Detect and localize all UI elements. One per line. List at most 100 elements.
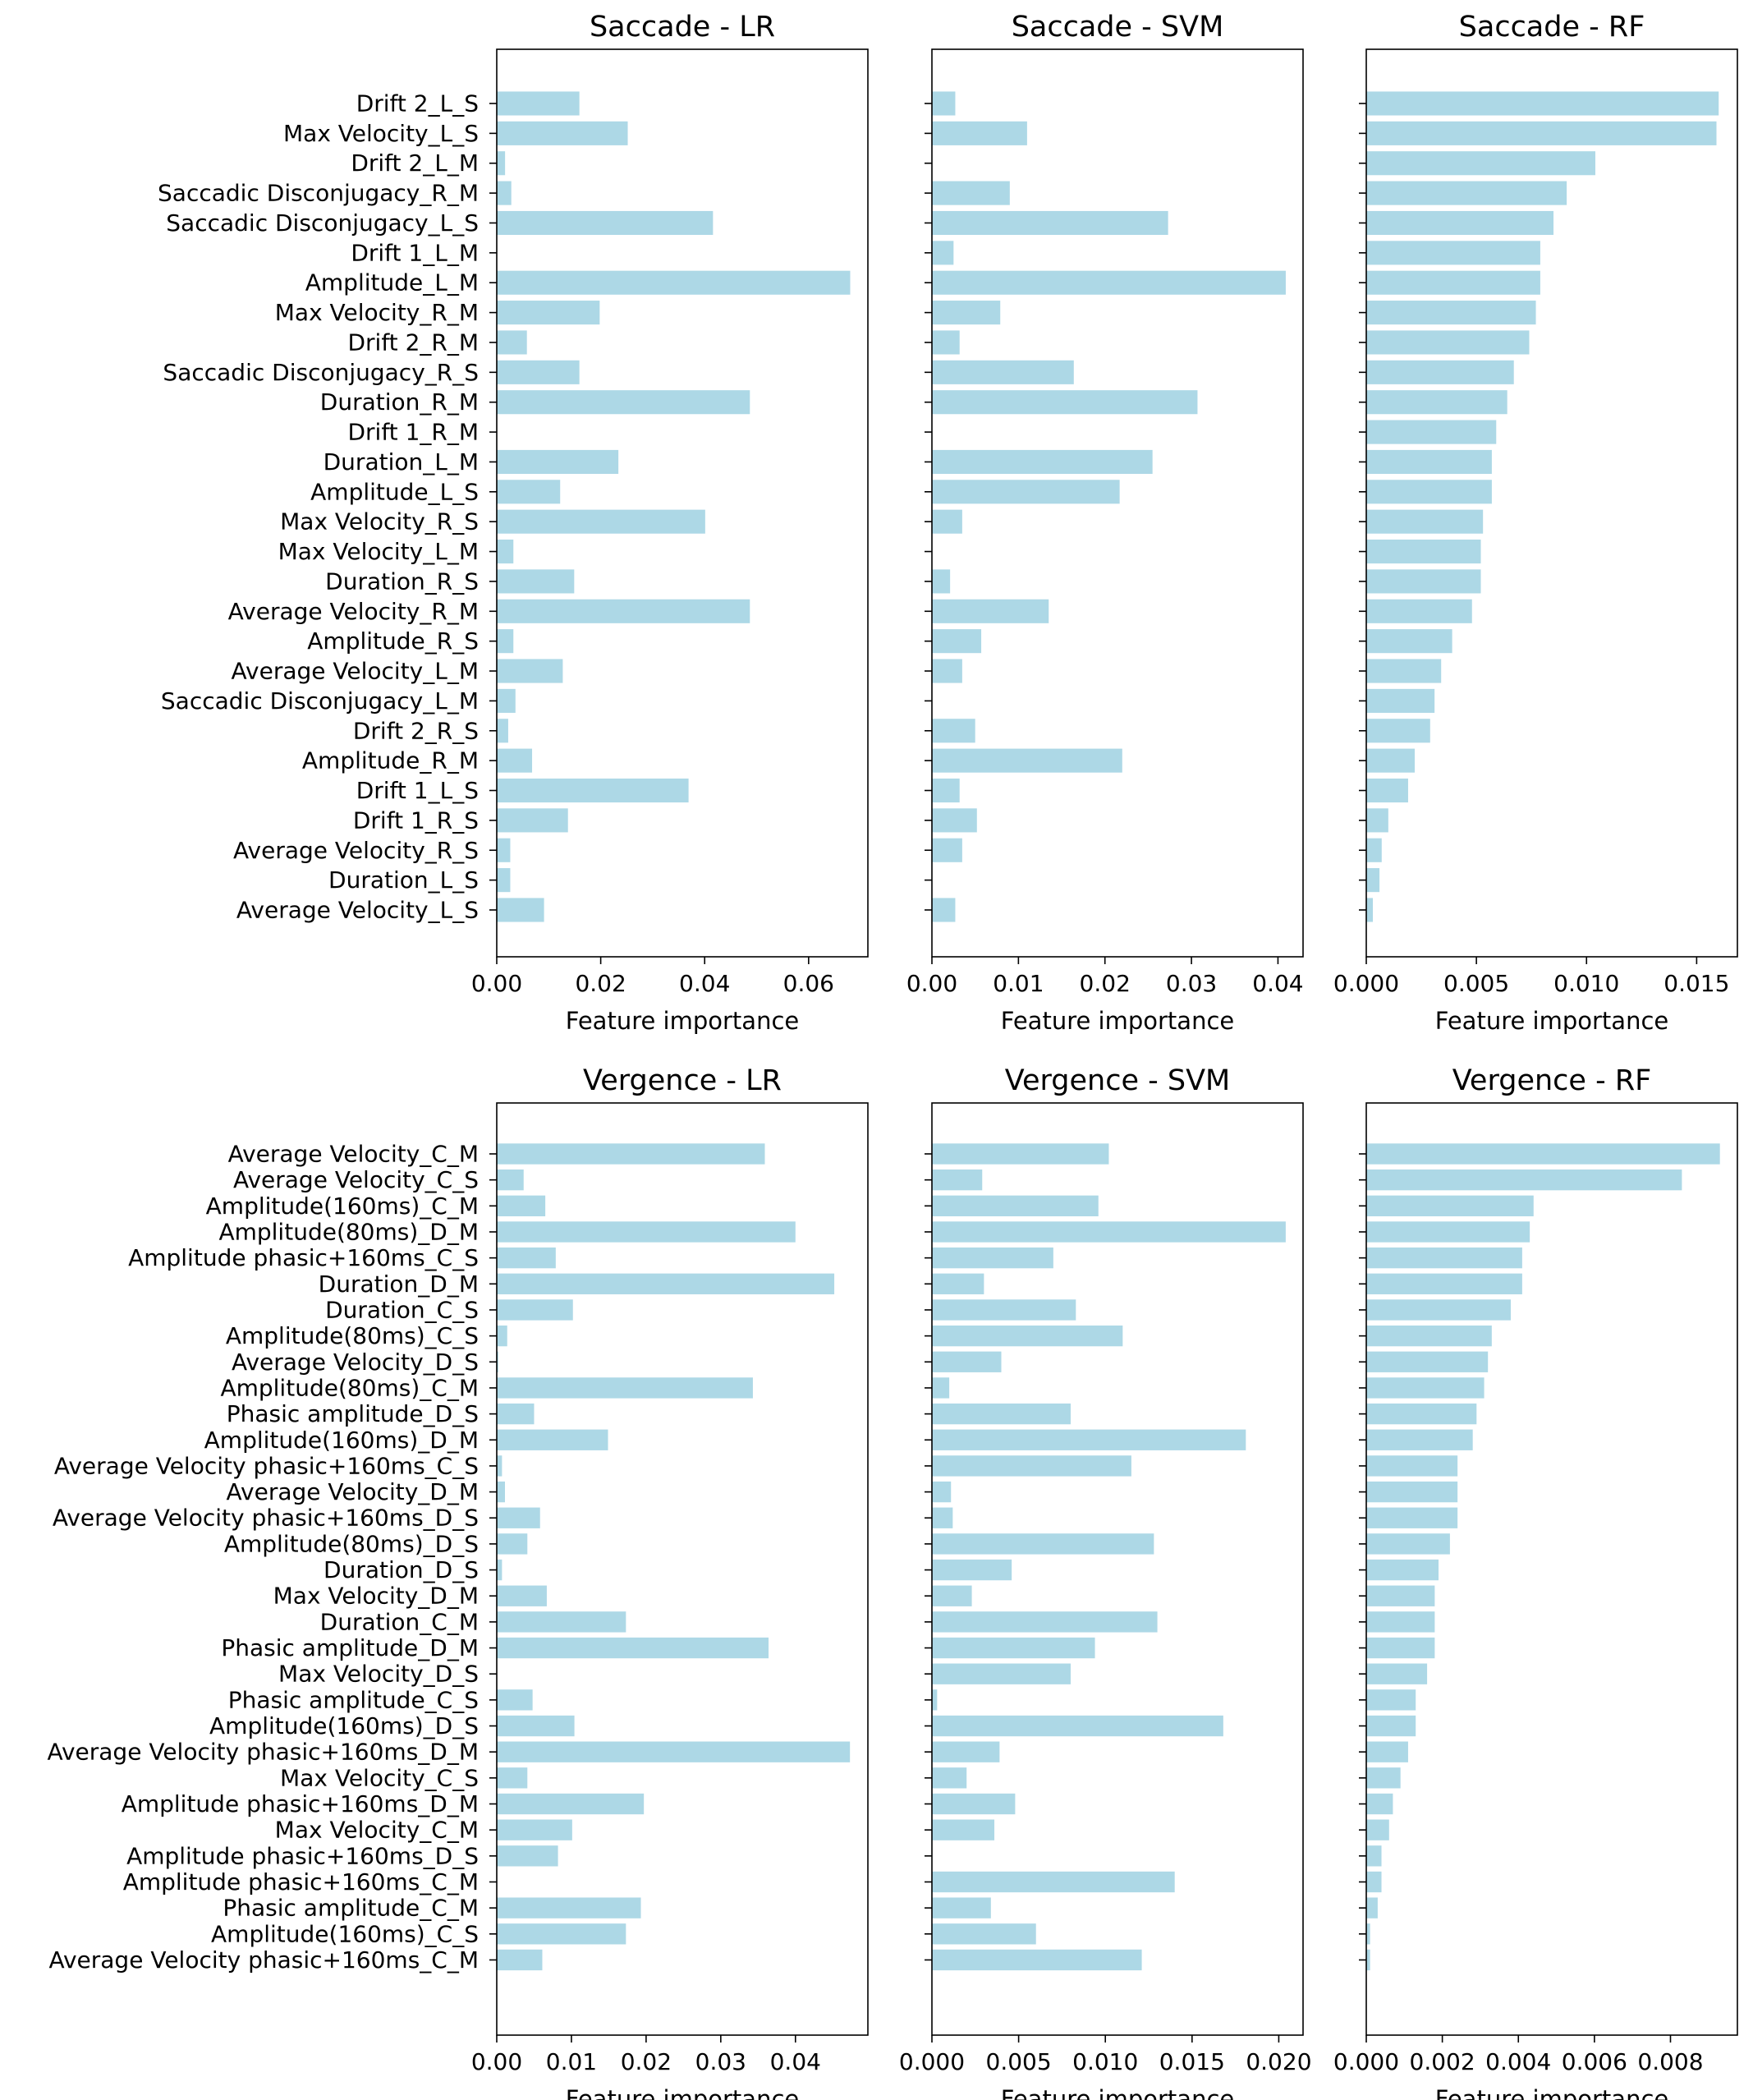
bar [932,1247,1053,1269]
category-label: Phasic amplitude_D_M [221,1634,479,1661]
category-label: Average Velocity_C_M [228,1141,479,1168]
category-label: Drift 1_R_M [347,419,479,446]
bar [932,1923,1036,1945]
category-label: Drift 2_R_M [347,329,479,356]
bar [1366,1299,1511,1321]
bar [497,301,600,325]
x-tick-label: 0.04 [679,970,730,997]
bar [932,1221,1286,1243]
bar [1366,1455,1458,1477]
category-label: Saccadic Disconjugacy_R_S [163,359,479,386]
bar [497,91,580,116]
bar [497,1689,533,1711]
bar [932,1897,991,1918]
bar [1366,1507,1458,1528]
bar [1366,390,1507,415]
category-label: Max Velocity_R_S [280,508,479,535]
bar [497,1819,572,1840]
bar [1366,629,1452,654]
category-label: Max Velocity_D_M [273,1583,479,1610]
bar [497,360,580,384]
x-tick-label: 0.010 [1072,2048,1138,2075]
category-label: Max Velocity_L_S [283,120,479,147]
x-tick-label: 0.000 [1333,2048,1399,2075]
chart-panel: Saccade - RF 0.000 0.005 0.010 0.015 Feature … [1333,11,1738,1035]
bar [497,599,750,623]
bar [497,1351,498,1372]
bar [497,390,750,415]
bar [497,778,689,803]
bar [1366,121,1717,145]
category-label: Average Velocity_D_S [232,1349,479,1376]
bar [932,1741,1000,1762]
bar [1366,1351,1489,1372]
bar [1366,1949,1370,1971]
x-tick-label: 0.015 [1159,2048,1225,2075]
bar [1366,1767,1401,1789]
bar [1366,1377,1485,1399]
category-label: Duration_C_S [325,1296,479,1323]
x-tick-label: 0.020 [1246,2048,1311,2075]
bar [932,1455,1131,1477]
x-tick-label: 0.04 [1252,970,1303,997]
plot-frame [931,1102,1304,2036]
bar [497,838,511,862]
category-label: Max Velocity_C_S [280,1764,479,1791]
bar [497,1429,608,1450]
bar [497,748,533,773]
bar [497,688,516,713]
bar [497,1169,524,1191]
bar [932,1949,1142,1971]
category-label: Amplitude(80ms)_C_M [220,1374,479,1401]
bar [497,1741,851,1762]
bar [497,1403,535,1425]
bar [497,1533,528,1555]
bar [497,540,514,564]
bar [932,1663,1071,1684]
bar [1366,1871,1382,1893]
category-label: Saccadic Disconjugacy_R_M [158,180,479,207]
category-label: Phasic amplitude_D_S [227,1400,479,1427]
bar [497,1767,528,1789]
plot-frame [496,48,869,958]
bar [1366,1637,1435,1659]
chart-title: Saccade - SVM [1012,11,1224,44]
category-label: Max Velocity_L_M [278,538,479,565]
bar [497,1481,506,1503]
category-label: Amplitude phasic+160ms_D_S [126,1842,479,1869]
x-tick-label: 0.002 [1410,2048,1475,2075]
bar [932,599,1049,623]
bar [497,1793,645,1815]
bar [932,301,1001,325]
bar [1366,1429,1473,1450]
category-label: Max Velocity_D_S [278,1661,479,1688]
x-tick-label: 0.015 [1664,970,1729,997]
bar [932,181,1010,205]
bar [497,1455,502,1477]
chart-title: Saccade - LR [590,11,775,44]
x-tick-label: 0.005 [1443,970,1509,997]
x-axis-label: Feature importance [1435,1007,1669,1035]
bar [1366,151,1595,176]
bar [1366,1845,1382,1867]
x-axis-label: Feature importance [566,1007,800,1035]
bar [1366,599,1472,623]
category-label: Average Velocity_L_S [236,896,479,923]
bar [1366,420,1497,444]
category-label: Amplitude phasic+160ms_C_S [128,1244,479,1271]
bar [932,1299,1076,1321]
bar [932,390,1198,415]
x-tick-label: 0.006 [1562,2048,1627,2075]
bar [932,241,954,265]
bar [932,838,962,862]
bar [1366,449,1492,474]
bar [497,1195,546,1216]
plot-frame [1365,1102,1738,2036]
bar [932,1637,1095,1659]
bar [497,719,508,743]
category-label: Duration_D_M [319,1271,479,1298]
x-axis-label: Feature importance [1001,2085,1235,2100]
bar [932,1377,950,1399]
category-label: Amplitude(80ms)_C_S [226,1322,479,1349]
category-label: Drift 2_L_M [351,149,479,177]
